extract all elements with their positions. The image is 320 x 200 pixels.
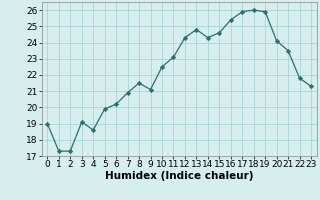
X-axis label: Humidex (Indice chaleur): Humidex (Indice chaleur) xyxy=(105,171,253,181)
